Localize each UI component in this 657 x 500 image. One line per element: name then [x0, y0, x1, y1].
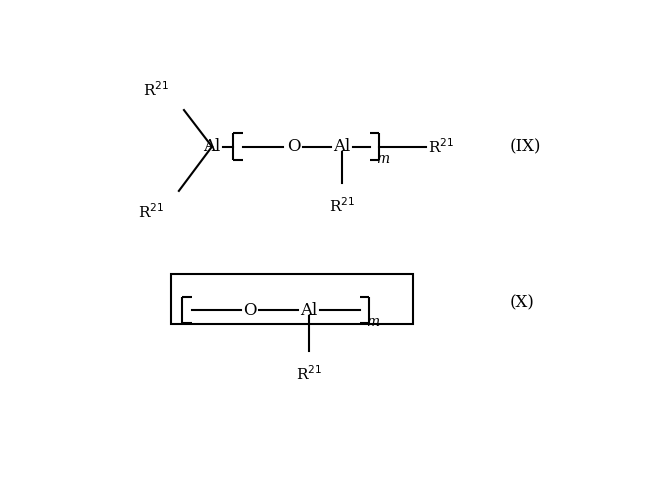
Text: Al: Al — [203, 138, 221, 155]
Text: (X): (X) — [510, 294, 535, 311]
Text: Al: Al — [300, 302, 317, 319]
Text: (IX): (IX) — [510, 138, 541, 155]
Text: m: m — [376, 152, 390, 166]
Text: R$^{21}$: R$^{21}$ — [138, 202, 164, 221]
Text: R$^{21}$: R$^{21}$ — [296, 364, 322, 383]
Text: R$^{21}$: R$^{21}$ — [428, 138, 455, 156]
Text: O: O — [243, 302, 257, 319]
Text: Al: Al — [333, 138, 350, 155]
Bar — [171, 274, 413, 324]
Text: R$^{21}$: R$^{21}$ — [328, 196, 355, 216]
Text: R$^{21}$: R$^{21}$ — [143, 80, 169, 98]
Text: O: O — [286, 138, 300, 155]
Text: m: m — [366, 316, 379, 330]
